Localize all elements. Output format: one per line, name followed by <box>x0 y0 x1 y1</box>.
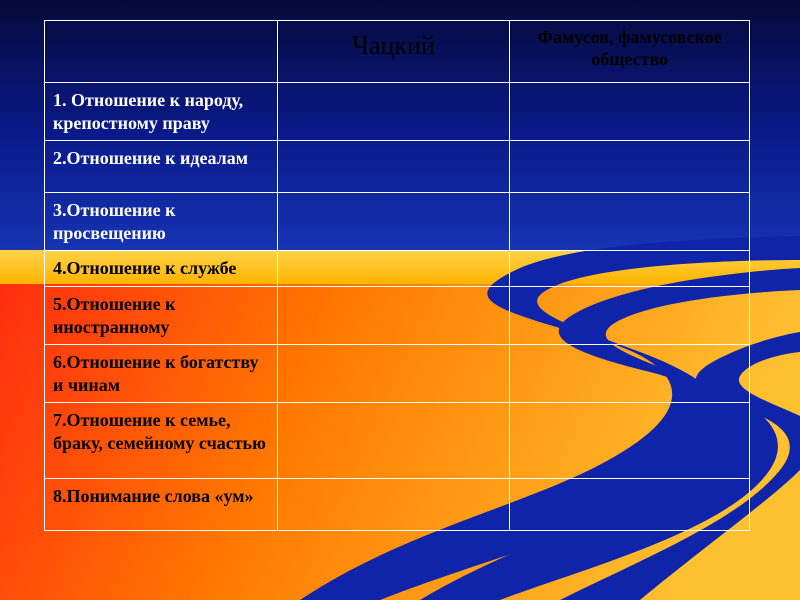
table-row: 7.Отношение к семье, браку, семейному сч… <box>45 403 750 479</box>
cell-chatsky <box>277 479 510 531</box>
cell-famusov <box>510 287 750 345</box>
table-row: 8.Понимание слова «ум» <box>45 479 750 531</box>
cell-famusov <box>510 479 750 531</box>
table-row: 2.Отношение к идеалам <box>45 141 750 193</box>
cell-famusov <box>510 83 750 141</box>
table-row: 4.Отношение к службе <box>45 251 750 287</box>
cell-famusov <box>510 141 750 193</box>
cell-chatsky <box>277 83 510 141</box>
row-label: 8.Понимание слова «ум» <box>45 479 278 531</box>
header-empty <box>45 21 278 83</box>
cell-chatsky <box>277 287 510 345</box>
cell-famusov <box>510 193 750 251</box>
row-label: 4.Отношение к службе <box>45 251 278 287</box>
header-chatsky: Чацкий <box>277 21 510 83</box>
cell-famusov <box>510 345 750 403</box>
cell-chatsky <box>277 403 510 479</box>
table-row: 1. Отношение к народу, крепостному праву <box>45 83 750 141</box>
slide-content: Чацкий Фамусов, фамусовское общество 1. … <box>0 0 800 551</box>
cell-chatsky <box>277 251 510 287</box>
cell-famusov <box>510 403 750 479</box>
row-label: 3.Отношение к просвещению <box>45 193 278 251</box>
table-row: 6.Отношение к богатству и чинам <box>45 345 750 403</box>
table-row: 5.Отношение к иностранному <box>45 287 750 345</box>
cell-chatsky <box>277 345 510 403</box>
table-header-row: Чацкий Фамусов, фамусовское общество <box>45 21 750 83</box>
row-label: 5.Отношение к иностранному <box>45 287 278 345</box>
cell-chatsky <box>277 193 510 251</box>
row-label: 6.Отношение к богатству и чинам <box>45 345 278 403</box>
cell-chatsky <box>277 141 510 193</box>
table-row: 3.Отношение к просвещению <box>45 193 750 251</box>
row-label: 2.Отношение к идеалам <box>45 141 278 193</box>
comparison-table: Чацкий Фамусов, фамусовское общество 1. … <box>44 20 750 531</box>
header-famusov: Фамусов, фамусовское общество <box>510 21 750 83</box>
row-label: 7.Отношение к семье, браку, семейному сч… <box>45 403 278 479</box>
cell-famusov <box>510 251 750 287</box>
row-label: 1. Отношение к народу, крепостному праву <box>45 83 278 141</box>
